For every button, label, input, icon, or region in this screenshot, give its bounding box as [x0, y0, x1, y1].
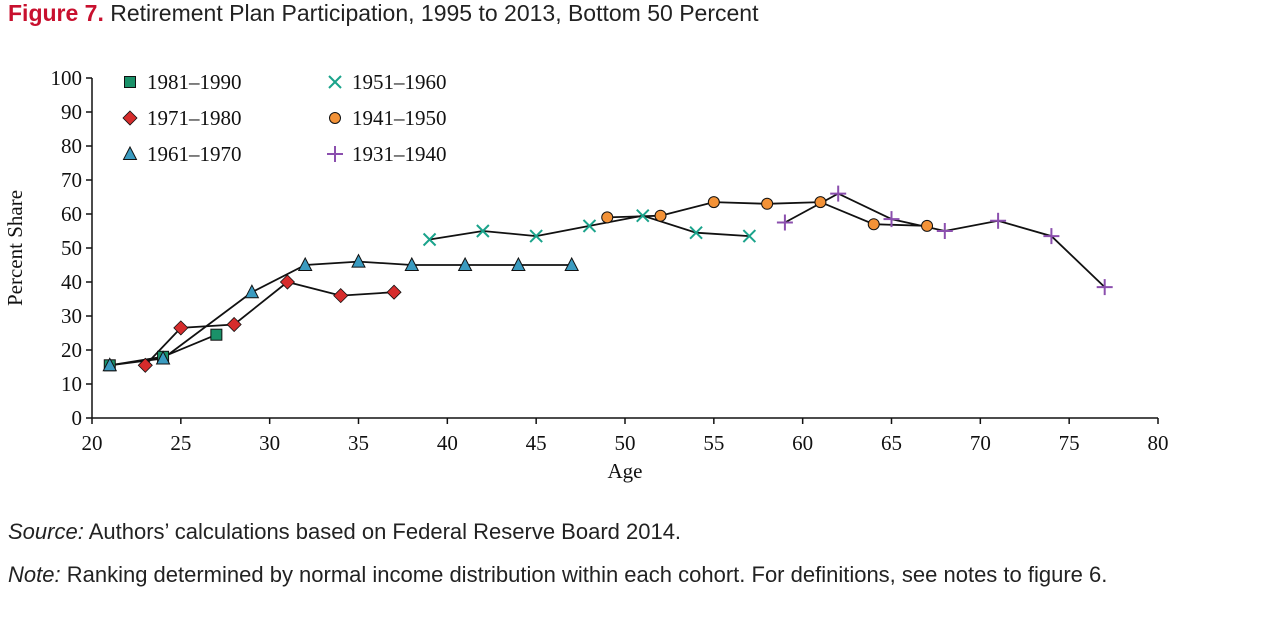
data-point-diamond: [226, 316, 242, 333]
data-point-x: [742, 229, 757, 243]
x-stroke: [689, 225, 703, 240]
data-point-x: [689, 225, 703, 240]
legend-marker: [329, 112, 341, 124]
y-tick-label: 10: [61, 372, 82, 396]
x-tick-label: 25: [170, 431, 191, 455]
legend-marker: [124, 76, 136, 88]
y-tick-label: 30: [61, 304, 82, 328]
x-stroke: [328, 75, 342, 89]
data-point-plus: [883, 211, 900, 228]
x-tick-label: 75: [1059, 431, 1080, 455]
data-point-diamond: [279, 274, 295, 290]
x-tick-label: 70: [970, 431, 991, 455]
data-point-plus: [776, 214, 793, 231]
data-point-x: [582, 219, 597, 233]
y-tick-label: 80: [61, 134, 82, 158]
data-point-circle: [601, 211, 614, 224]
y-tick-label: 0: [72, 406, 83, 430]
source-label: Source:: [8, 519, 84, 544]
data-point-triangle: [102, 357, 118, 372]
y-tick-label: 100: [51, 66, 83, 90]
legend-label: 1931–1940: [352, 142, 447, 166]
data-point-triangle: [297, 256, 313, 271]
legend-marker: [122, 145, 138, 160]
data-point-circle: [814, 196, 827, 209]
x-stroke: [582, 219, 597, 233]
data-point-triangle: [564, 256, 580, 271]
y-tick-label: 70: [61, 168, 82, 192]
note-text: Ranking determined by normal income dist…: [60, 562, 1108, 587]
data-point-x: [636, 208, 650, 223]
y-tick-label: 20: [61, 338, 82, 362]
legend-marker: [327, 146, 343, 162]
x-stroke: [476, 224, 490, 238]
x-stroke: [529, 229, 543, 243]
legend-label: 1941–1950: [352, 106, 447, 130]
x-tick-label: 55: [703, 431, 724, 455]
note-label: Note:: [8, 562, 61, 587]
x-tick-label: 65: [881, 431, 902, 455]
y-tick-label: 90: [61, 100, 82, 124]
x-tick-label: 80: [1148, 431, 1169, 455]
data-point-plus: [830, 185, 847, 202]
x-axis-label: Age: [608, 459, 643, 483]
legend-label: 1951–1960: [352, 70, 447, 94]
x-tick-label: 45: [526, 431, 547, 455]
x-stroke: [636, 208, 650, 223]
x-tick-label: 60: [792, 431, 813, 455]
data-point-circle: [921, 219, 934, 232]
legend-label: 1971–1980: [147, 106, 242, 130]
data-point-triangle: [457, 256, 473, 271]
data-point-circle: [761, 197, 774, 210]
axes: 0 10 20 30 40 50 60 70 80 90 100 20 25 30 35 40 45 50 55 60…: [3, 66, 1169, 483]
data-point-plus: [1043, 228, 1060, 245]
chart: 0 10 20 30 40 50 60 70 80 90 100 20 25 30 35 40 45 50 55 60…: [3, 66, 1169, 483]
x-tick-label: 35: [348, 431, 369, 455]
figure-title-text: Retirement Plan Participation, 1995 to 2…: [110, 0, 759, 26]
data-point-plus: [1096, 279, 1113, 296]
data-point-circle: [654, 209, 667, 222]
data-point-triangle: [511, 256, 526, 271]
figure-title: Figure 7. Retirement Plan Participation,…: [8, 0, 758, 27]
x-tick-label: 30: [259, 431, 280, 455]
data-point-triangle: [351, 253, 366, 268]
note: Note: Ranking determined by normal incom…: [8, 560, 1278, 589]
legend-marker: [328, 75, 342, 89]
data-point-circle: [707, 196, 720, 209]
data-point-x: [422, 232, 437, 247]
figure-label: Figure 7.: [8, 0, 104, 26]
data-point-triangle: [155, 350, 171, 365]
data-point-diamond: [137, 357, 153, 373]
y-tick-label: 40: [61, 270, 82, 294]
y-tick-label: 60: [61, 202, 82, 226]
x-tick-label: 20: [82, 431, 103, 455]
y-axis-label: Percent Share: [3, 190, 27, 306]
data-point-x: [476, 224, 490, 238]
y-tick-label: 50: [61, 236, 82, 260]
legend-label: 1981–1990: [147, 70, 242, 94]
data-point-square: [210, 328, 223, 341]
data-point-circle: [867, 218, 880, 231]
source-text: Authors’ calculations based on Federal R…: [83, 519, 682, 544]
series-line-1: [144, 281, 395, 366]
data-point-plus: [936, 223, 953, 239]
x-stroke: [742, 229, 757, 243]
legend: 1981–1990 1971–1980 1961–1970 1951–1960 1941…: [122, 70, 447, 166]
data-point-diamond: [386, 284, 402, 300]
legend-label: 1961–1970: [147, 142, 242, 166]
data-point-triangle: [244, 284, 260, 299]
series-markers: [102, 185, 1113, 373]
data-point-diamond: [333, 288, 349, 304]
data-point-diamond: [173, 320, 189, 336]
legend-marker: [122, 110, 138, 126]
x-stroke: [422, 232, 437, 247]
x-tick-label: 50: [615, 431, 636, 455]
data-point-triangle: [404, 256, 420, 271]
data-point-x: [529, 229, 543, 243]
source-note: Source: Authors’ calculations based on F…: [8, 517, 681, 546]
x-tick-label: 40: [437, 431, 458, 455]
data-point-plus: [990, 212, 1007, 229]
